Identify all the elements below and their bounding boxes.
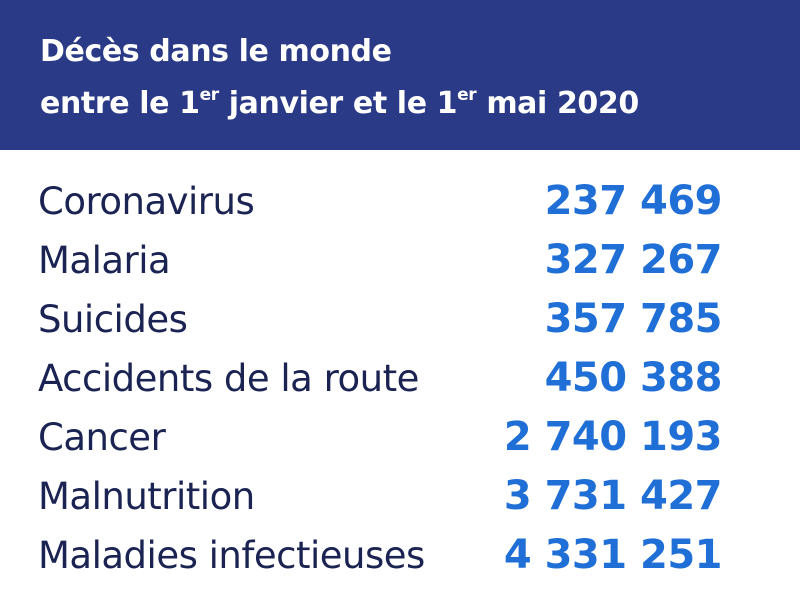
ordinal-superscript-2: er [457,85,477,105]
list-item: Coronavirus 237 469 [0,172,800,231]
list-item: Maladies infectieuses 4 331 251 [0,526,800,585]
cause-label: Malnutrition [38,475,255,518]
cause-label: Suicides [38,298,188,341]
death-count: 237 469 [544,178,723,224]
death-count: 327 267 [544,237,723,283]
cause-label: Maladies infectieuses [38,534,425,577]
cause-label: Cancer [38,416,166,459]
title-line-1: Décès dans le monde [40,26,800,78]
cause-label: Accidents de la route [38,357,419,400]
death-count: 4 331 251 [503,532,723,578]
cause-label: Coronavirus [38,180,255,223]
death-count: 450 388 [544,355,723,401]
list-item: Suicides 357 785 [0,290,800,349]
list-item: Malnutrition 3 731 427 [0,467,800,526]
death-count: 357 785 [544,296,723,342]
title-text-2a: entre le 1 [40,86,200,121]
ordinal-superscript-1: er [199,85,220,105]
title-text-1: Décès dans le monde [40,34,392,69]
title-line-2: entre le 1er janvier et le 1er mai 2020 [40,78,800,130]
title-text-2c: mai 2020 [476,86,639,121]
title-text-2b: janvier et le 1 [218,86,458,121]
death-count: 2 740 193 [503,414,723,460]
header-banner: Décès dans le monde entre le 1er janvier… [0,0,800,150]
list-item: Accidents de la route 450 388 [0,349,800,408]
death-count: 3 731 427 [503,473,723,519]
list-item: Cancer 2 740 193 [0,408,800,467]
list-item: Malaria 327 267 [0,231,800,290]
deaths-list: Coronavirus 237 469 Malaria 327 267 Suic… [0,172,800,585]
cause-label: Malaria [38,239,171,282]
